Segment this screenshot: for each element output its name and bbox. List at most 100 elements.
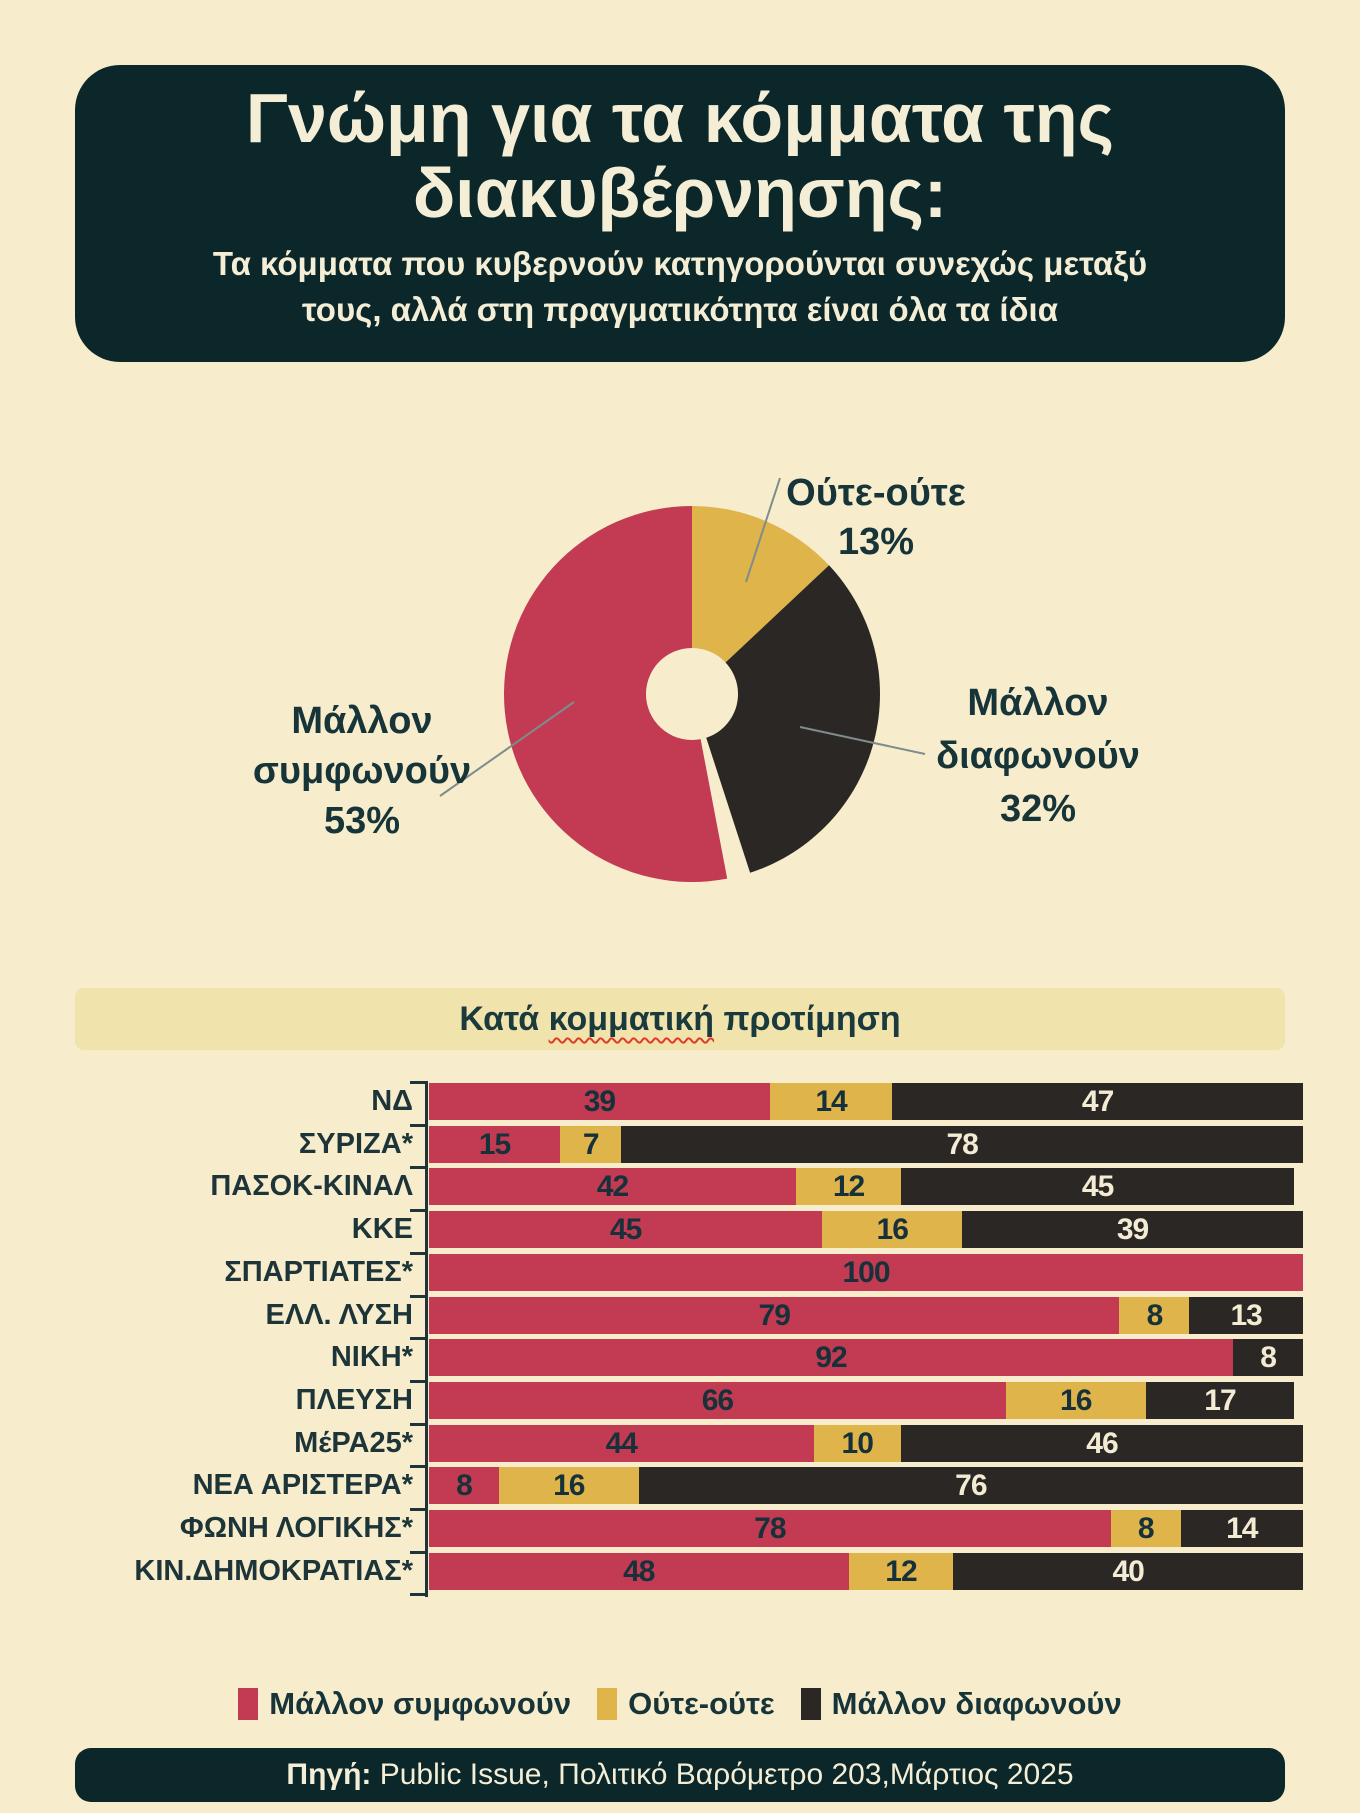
pie-label-0-line-0: Ούτε-ούτε: [786, 472, 966, 514]
bar-chart-axis-line: [425, 1081, 428, 1598]
bar-segment: 78: [429, 1510, 1111, 1547]
bar-value-label: 45: [609, 1212, 642, 1246]
source-footer: Πηγή: Public Issue, Πολιτικό Βαρόμετρο 2…: [75, 1748, 1285, 1802]
pie-chart: Ούτε-ούτε 13% Μάλλον διαφωνούν 32% Μάλλον συμφ…: [253, 472, 1140, 882]
bar-value-label: 48: [623, 1554, 655, 1588]
source-label: Πηγή:: [286, 1758, 372, 1791]
legend-label: Μάλλον διαφωνούν: [831, 1686, 1122, 1721]
bar-segment: 16: [498, 1467, 639, 1504]
bar-segment: 66: [429, 1382, 1006, 1419]
bar-category-label: ΝΙΚΗ*: [330, 1341, 413, 1373]
bar-segment: 8: [429, 1467, 499, 1504]
bar-category-label: ΠΑΣΟΚ-ΚΙΝΑΛ: [210, 1170, 413, 1202]
bar-category-label: ΚΙΝ.ΔΗΜΟΚΡΑΤΙΑΣ*: [134, 1555, 413, 1587]
section-title-pre: Κατά: [459, 1000, 549, 1038]
bar-segment: 92: [429, 1339, 1234, 1376]
bar-segment: 10: [813, 1425, 901, 1462]
bar-category-label: ΚΚΕ: [351, 1213, 413, 1245]
legend-swatch: [800, 1688, 821, 1720]
bar-value-label: 39: [1116, 1212, 1149, 1246]
bar-value-label: 17: [1204, 1383, 1236, 1417]
page-title: Γνώμη για τα κόμματα της διακυβέρνησης:: [245, 79, 1115, 232]
bar-value-label: 78: [754, 1511, 786, 1545]
axis-tick: [410, 1593, 426, 1596]
pie-leader-line-1: [799, 726, 926, 755]
bar-value-label: 16: [553, 1468, 585, 1502]
bar-segment: 39: [962, 1211, 1303, 1248]
bar-value-label: 13: [1230, 1298, 1262, 1332]
header-banner: Γνώμη για τα κόμματα της διακυβέρνησης: …: [75, 65, 1285, 362]
axis-tick: [410, 1252, 426, 1255]
pie-slice-1: [706, 565, 880, 873]
pie-leader-line-2: [439, 701, 575, 797]
bar-segment: 16: [1005, 1382, 1146, 1419]
legend-label: Ούτε-ούτε: [628, 1686, 775, 1721]
bar-value-label: 79: [758, 1298, 791, 1332]
bar-value-label: 39: [583, 1084, 616, 1118]
bar-segment: 15: [429, 1126, 561, 1163]
section-title-band: Κατά κομματική προτίμηση: [75, 988, 1285, 1050]
axis-tick: [410, 1337, 426, 1340]
axis-tick: [410, 1081, 426, 1084]
bar-value-label: 14: [815, 1084, 847, 1118]
axis-tick: [410, 1465, 426, 1468]
subtitle-line-2: τους, αλλά στη πραγματικότητα είναι όλα …: [301, 290, 1058, 328]
bar-segment: 78: [621, 1126, 1303, 1163]
subtitle-line-1: Τα κόμματα που κυβερνούν κατηγορούνται σ…: [212, 244, 1148, 282]
bar-segment: 12: [796, 1168, 901, 1205]
bar-category-label: ΕΛΛ. ΛΥΣΗ: [265, 1299, 413, 1331]
bar-category-label: ΠΛΕΥΣΗ: [295, 1384, 413, 1416]
pie-label-1-line-1: διαφωνούν: [936, 735, 1140, 777]
axis-tick: [410, 1124, 426, 1127]
bar-category-label: ΣΠΑΡΤΙΑΤΕΣ*: [224, 1256, 413, 1288]
bar-value-label: 8: [456, 1468, 473, 1502]
bar-category-label: ΝΕΑ ΑΡΙΣΤΕΡΑ*: [192, 1469, 413, 1501]
legend-item-2: Μάλλον διαφωνούν: [800, 1686, 1122, 1722]
page-subtitle: Τα κόμματα που κυβερνούν κατηγορούνται σ…: [90, 241, 1270, 333]
axis-tick: [410, 1423, 426, 1426]
legend-item-1: Ούτε-ούτε: [597, 1686, 775, 1722]
bar-value-label: 15: [478, 1127, 511, 1161]
bar-value-label: 92: [815, 1340, 847, 1374]
legend-label: Μάλλον συμφωνούν: [269, 1686, 572, 1721]
pie-slice-0: [692, 506, 830, 663]
bar-segment: 8: [1233, 1339, 1303, 1376]
bar-segment: 45: [429, 1211, 823, 1248]
bar-value-label: 40: [1112, 1554, 1145, 1588]
bar-segment: 45: [900, 1168, 1295, 1205]
bar-category-label: ΦΩΝΗ ΛΟΓΙΚΗΣ*: [179, 1512, 413, 1544]
pie-label-2-line-0: Μάλλον: [291, 700, 432, 742]
bar-value-label: 45: [1081, 1169, 1114, 1203]
bar-value-label: 8: [1146, 1298, 1164, 1332]
bar-value-label: 16: [876, 1212, 909, 1246]
bar-category-label: ΜέΡΑ25*: [294, 1427, 413, 1459]
bar-value-label: 12: [832, 1169, 865, 1203]
axis-tick: [410, 1295, 426, 1298]
bar-segment: 13: [1189, 1297, 1303, 1334]
bar-value-label: 10: [841, 1426, 874, 1460]
pie-label-1-line-2: 32%: [1000, 788, 1076, 830]
bar-category-label: ΝΔ: [371, 1085, 413, 1117]
bar-segment: 12: [848, 1553, 954, 1590]
bar-value-label: 78: [946, 1127, 978, 1161]
bar-value-label: 8: [1260, 1340, 1277, 1374]
bar-segment: 40: [953, 1553, 1303, 1590]
chart-legend: Μάλλον συμφωνούν Ούτε-ούτε Μάλλον διαφωνού…: [0, 1686, 1360, 1722]
bar-segment: 100: [429, 1254, 1303, 1291]
bar-segment: 8: [1110, 1510, 1181, 1547]
axis-tick: [410, 1380, 426, 1383]
bar-segment: 44: [429, 1425, 814, 1462]
legend-swatch: [238, 1688, 259, 1720]
bar-value-label: 100: [842, 1255, 890, 1289]
axis-tick: [410, 1166, 426, 1169]
pie-label-2-line-1: συμφωνούν: [253, 750, 471, 792]
bar-segment: 47: [892, 1083, 1303, 1120]
bar-value-label: 66: [701, 1383, 734, 1417]
bar-segment: 42: [429, 1168, 797, 1205]
axis-tick: [410, 1551, 426, 1554]
pie-label-0-line-1: 13%: [838, 521, 914, 563]
bar-category-label: ΣΥΡΙΖΑ*: [298, 1128, 413, 1160]
bar-segment: 17: [1145, 1382, 1295, 1419]
bar-value-label: 47: [1081, 1084, 1114, 1118]
bar-value-label: 76: [955, 1468, 987, 1502]
